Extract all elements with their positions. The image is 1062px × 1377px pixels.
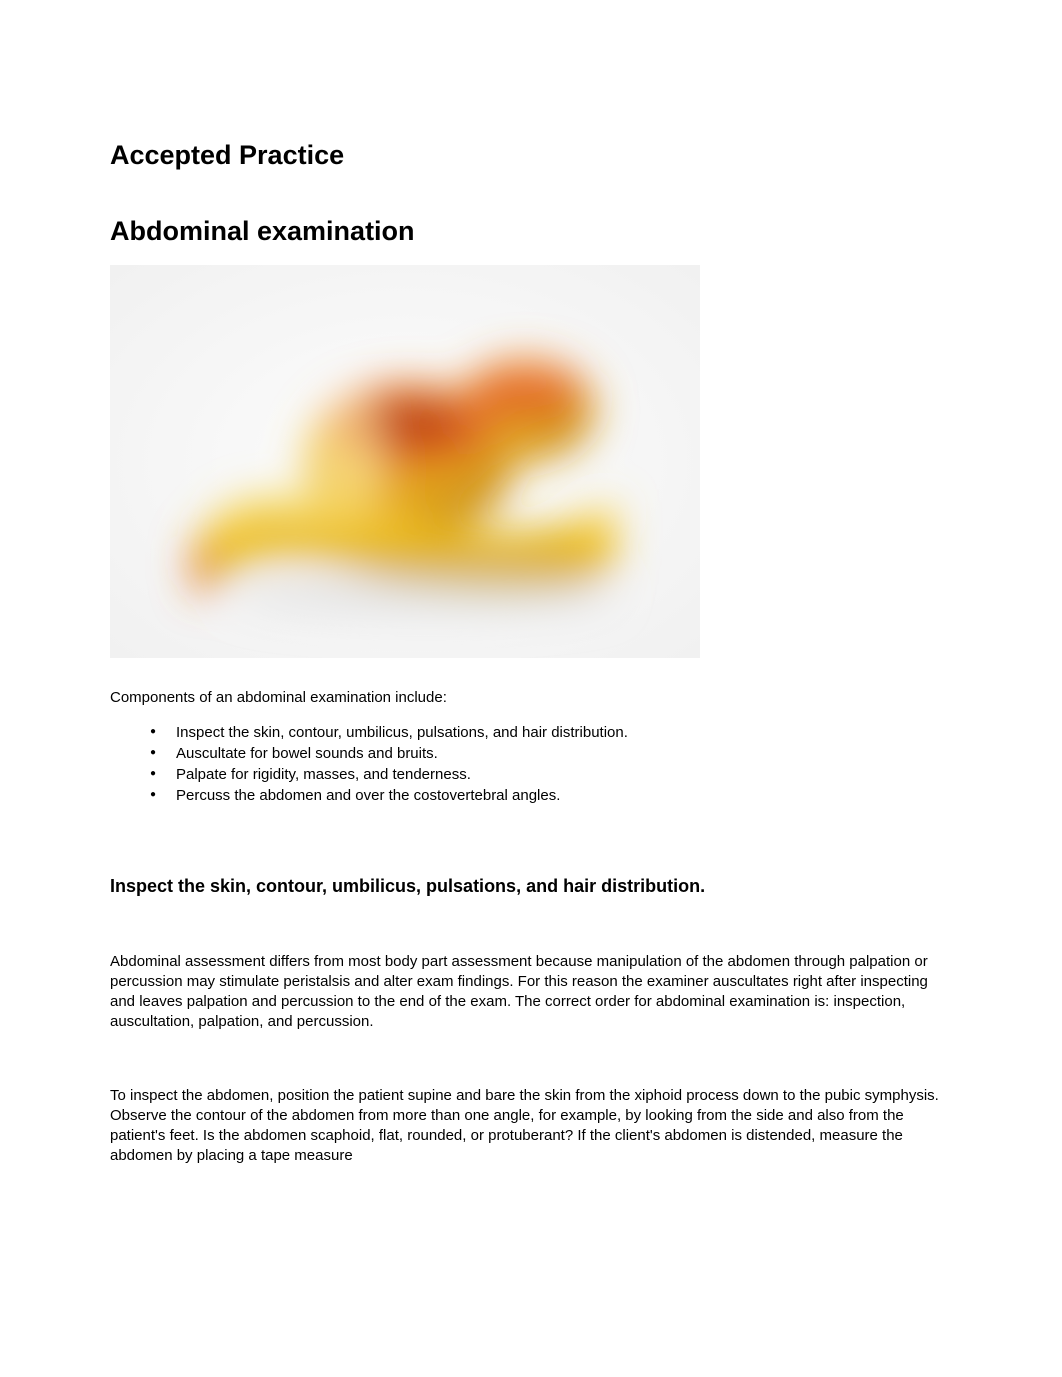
list-item: Percuss the abdomen and over the costove… bbox=[150, 785, 952, 806]
tape-measure-image bbox=[110, 265, 700, 658]
page-heading-exam: Abdominal examination bbox=[110, 216, 952, 247]
list-item: Auscultate for bowel sounds and bruits. bbox=[150, 743, 952, 764]
list-item: Palpate for rigidity, masses, and tender… bbox=[150, 764, 952, 785]
list-item: Inspect the skin, contour, umbilicus, pu… bbox=[150, 722, 952, 743]
body-paragraph: Abdominal assessment differs from most b… bbox=[110, 952, 952, 1031]
section-heading-inspect: Inspect the skin, contour, umbilicus, pu… bbox=[110, 876, 952, 897]
component-list: Inspect the skin, contour, umbilicus, pu… bbox=[110, 722, 952, 806]
body-paragraph: To inspect the abdomen, position the pat… bbox=[110, 1086, 952, 1165]
intro-paragraph: Components of an abdominal examination i… bbox=[110, 688, 952, 708]
page-heading-accepted: Accepted Practice bbox=[110, 140, 952, 171]
